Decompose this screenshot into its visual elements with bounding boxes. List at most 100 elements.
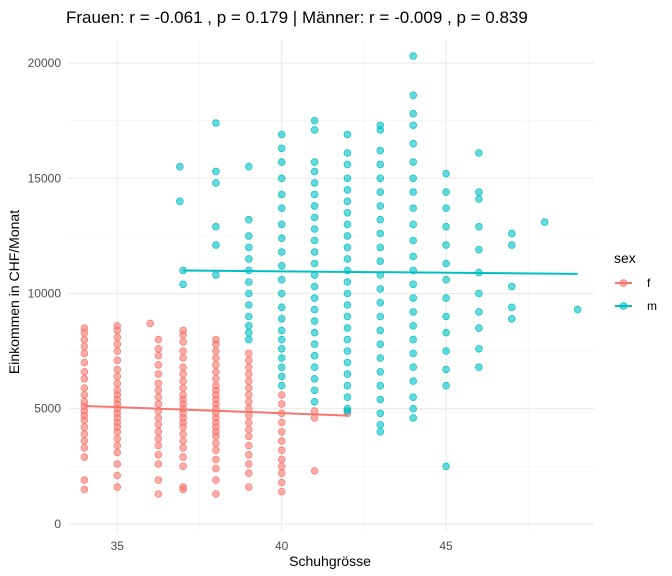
data-point-f <box>113 483 122 491</box>
data-point-f <box>212 381 220 390</box>
data-point-m <box>409 393 418 402</box>
data-point-f <box>154 386 163 395</box>
data-point-f <box>179 391 187 399</box>
data-point-f <box>245 391 253 399</box>
data-point-m <box>573 305 582 314</box>
data-point-m <box>310 126 319 134</box>
data-point-m <box>442 204 450 213</box>
data-point-f <box>179 326 187 335</box>
data-point-m <box>343 255 352 263</box>
data-point-f <box>154 361 163 369</box>
data-point-m <box>376 367 385 376</box>
data-point-m <box>179 280 187 289</box>
data-point-f <box>80 391 89 399</box>
trend-line-m <box>183 269 578 275</box>
data-point-m <box>310 351 319 360</box>
data-point-f <box>146 319 155 328</box>
data-point-m <box>343 130 352 139</box>
data-point-f <box>277 487 286 496</box>
data-point-m <box>475 149 483 157</box>
data-point-f <box>154 344 163 353</box>
data-point-m <box>310 116 319 125</box>
data-points <box>80 52 582 498</box>
data-point-m <box>376 174 385 183</box>
data-point-m <box>475 195 483 203</box>
data-point-m <box>277 289 286 298</box>
data-point-m <box>442 241 450 249</box>
data-point-m <box>442 328 450 337</box>
data-point-m <box>475 324 483 332</box>
data-point-m <box>343 335 352 344</box>
data-point-m <box>376 427 385 436</box>
data-point-m <box>245 243 253 252</box>
data-point-m <box>310 271 319 279</box>
data-point-f <box>179 437 187 445</box>
legend-title: sex <box>614 250 636 266</box>
data-point-m <box>343 381 352 390</box>
data-point-m <box>245 215 253 224</box>
data-point-m <box>245 162 253 171</box>
data-point-f <box>277 446 286 455</box>
data-point-m <box>310 317 319 325</box>
data-point-f <box>245 363 253 372</box>
data-point-m <box>376 420 385 429</box>
data-point-f <box>245 483 253 491</box>
data-point-f <box>245 469 253 478</box>
legend-label-f: f <box>647 276 651 290</box>
data-point-f <box>113 365 122 374</box>
data-point-m <box>343 358 352 367</box>
data-point-f <box>245 397 253 406</box>
data-point-f <box>113 356 122 365</box>
data-point-m <box>409 236 418 245</box>
data-point-m <box>277 220 286 229</box>
data-point-m <box>376 285 385 293</box>
grid <box>68 40 594 532</box>
data-point-m <box>376 326 385 335</box>
data-point-f <box>80 358 89 367</box>
data-point-f <box>179 444 187 452</box>
data-point-m <box>442 294 450 302</box>
x-tick-label: 35 <box>111 539 125 553</box>
data-point-f <box>212 446 220 455</box>
data-point-f <box>212 367 220 376</box>
data-point-m <box>277 174 286 183</box>
data-point-m <box>310 202 319 210</box>
data-point-m <box>277 130 286 139</box>
x-axis-ticks: 35 40 45 <box>111 539 453 553</box>
data-point-m <box>540 218 549 226</box>
data-point-f <box>80 324 89 332</box>
data-point-m <box>245 232 253 240</box>
data-point-m <box>343 209 352 217</box>
data-point-m <box>176 162 184 171</box>
data-point-m <box>277 303 286 312</box>
data-point-m <box>310 282 319 291</box>
data-point-f <box>212 476 220 484</box>
data-point-f <box>179 377 187 385</box>
data-point-f <box>154 441 163 450</box>
data-point-f <box>154 427 163 436</box>
data-point-m <box>409 377 418 385</box>
data-point-m <box>310 397 319 406</box>
data-point-f <box>212 361 220 369</box>
data-point-m <box>409 220 418 229</box>
data-point-f <box>245 356 253 365</box>
data-point-m <box>376 229 385 238</box>
data-point-m <box>442 222 450 231</box>
data-point-m <box>409 414 418 422</box>
data-point-f <box>80 367 89 376</box>
y-tick-label: 0 <box>54 517 61 531</box>
data-point-m <box>343 324 352 332</box>
data-point-f <box>113 441 122 450</box>
legend-key-f <box>615 279 632 287</box>
data-point-m <box>409 109 418 118</box>
data-point-m <box>376 146 385 155</box>
data-point-m <box>409 321 418 330</box>
data-point-m <box>212 119 220 127</box>
data-point-m <box>376 215 385 224</box>
data-point-f <box>113 460 122 468</box>
data-point-m <box>212 222 220 231</box>
data-point-m <box>310 158 319 166</box>
data-point-m <box>409 363 418 372</box>
data-point-m <box>310 225 319 233</box>
